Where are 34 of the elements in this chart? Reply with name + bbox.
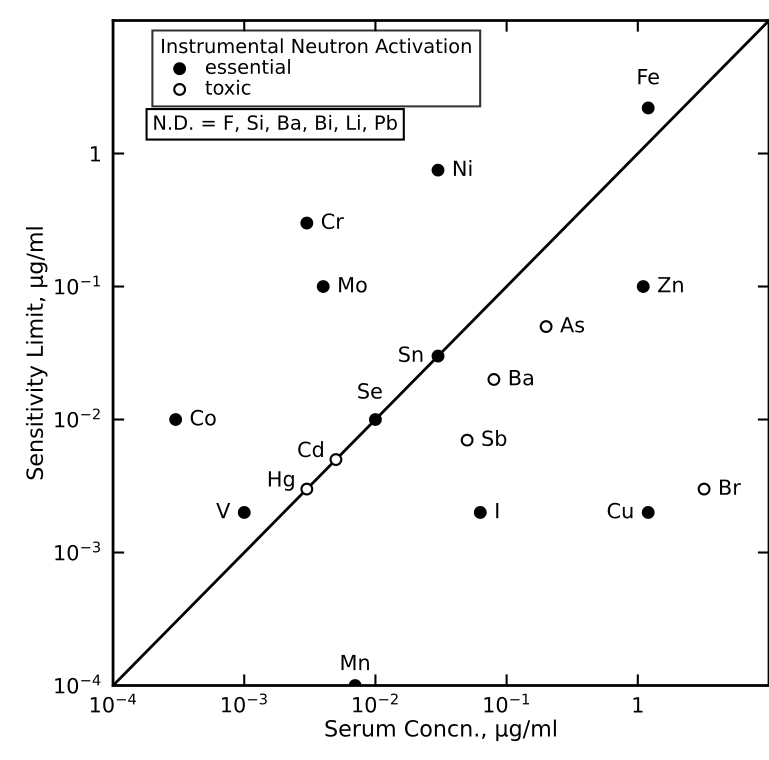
x-axis-title: Serum Concn., μg/ml xyxy=(326,720,556,742)
x-tick-label: 1 xyxy=(633,697,643,712)
x-tick-label: 10$^{−3}$ xyxy=(222,694,267,713)
annotation: Cd xyxy=(298,441,323,458)
y-tick-label: 10$^{−3}$ xyxy=(55,541,100,561)
annotation: Cr xyxy=(322,213,344,230)
y-axis-title: Sensitivity Limit, μg/ml xyxy=(26,227,48,480)
annotation: Br xyxy=(720,480,741,495)
annotation: Mo xyxy=(339,277,367,293)
annotation: As xyxy=(560,317,584,333)
annotation: Fe xyxy=(638,69,659,84)
annotation: Mn xyxy=(342,654,369,670)
y-tick-label: 10$^{−1}$ xyxy=(55,276,100,295)
legend-title: Instrumental Neutron Activation xyxy=(162,38,471,54)
y-tick-label: 10$^{−4}$ xyxy=(55,674,100,694)
annotation: Cu xyxy=(608,502,632,519)
x-tick-label: 10$^{−1}$ xyxy=(484,694,529,713)
annotation: Sn xyxy=(399,346,422,362)
y-tick-label: 10$^{−2}$ xyxy=(55,408,100,428)
annotation: V xyxy=(216,503,230,518)
annotation: Ba xyxy=(510,370,533,386)
annotation: Ni xyxy=(454,160,472,176)
legend-label: essential xyxy=(206,59,290,74)
y-tick-label: 1 xyxy=(90,146,100,162)
annotation: Se xyxy=(358,383,382,399)
x-tick-label: 10$^{−2}$ xyxy=(353,694,398,713)
legend-label: toxic xyxy=(205,80,250,95)
annotation: Sb xyxy=(482,430,506,446)
annotation: Hg xyxy=(268,471,294,491)
annotation: Zn xyxy=(658,277,683,292)
annotation: Co xyxy=(190,410,216,426)
x-tick-label: 10$^{−4}$ xyxy=(90,694,136,713)
annotation: N.D. = F, Si, Ba, Bi, Li, Pb xyxy=(154,114,397,132)
annotation: I xyxy=(496,503,498,518)
